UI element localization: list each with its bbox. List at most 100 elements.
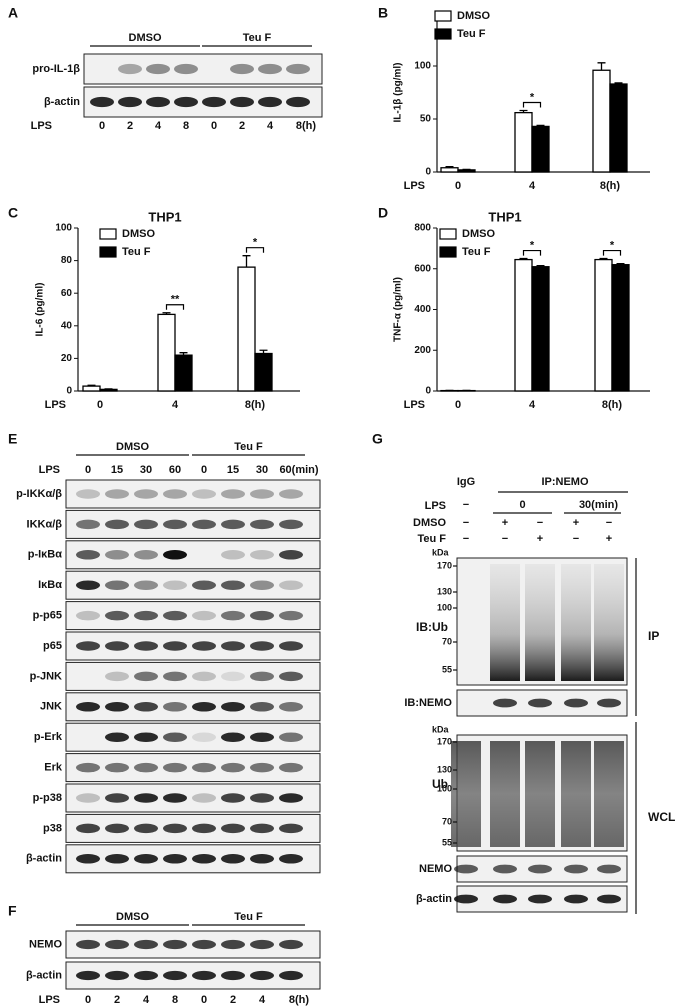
bar	[457, 169, 476, 173]
band	[134, 550, 158, 560]
band	[192, 732, 216, 742]
panel-letter: E	[8, 431, 17, 447]
sign: −	[573, 533, 579, 545]
band	[192, 671, 216, 682]
band	[279, 641, 303, 651]
band	[192, 641, 216, 651]
lps-value: 30(min)	[579, 499, 618, 511]
y-axis-label: IL-1β (pg/ml)	[393, 63, 404, 123]
band	[192, 610, 216, 621]
legend-label: Teu F	[122, 246, 151, 258]
band	[163, 610, 187, 621]
band	[286, 63, 310, 75]
band	[174, 63, 198, 75]
band	[564, 864, 588, 874]
band	[279, 762, 303, 773]
band	[250, 550, 274, 560]
error-bar	[614, 82, 623, 85]
sign: −	[537, 517, 543, 529]
band	[250, 489, 274, 499]
error-bar	[599, 257, 608, 260]
band	[528, 894, 552, 904]
band	[221, 550, 245, 560]
bar	[531, 266, 550, 392]
band	[279, 970, 303, 981]
y-tick-label: 200	[414, 345, 431, 356]
error-bar	[259, 349, 268, 354]
bar	[82, 385, 101, 392]
blot	[65, 661, 321, 691]
panel-letter: G	[372, 431, 383, 447]
legend-label: Teu F	[457, 28, 486, 40]
band	[163, 702, 187, 712]
y-tick-label: 0	[425, 167, 431, 178]
significance-label: *	[530, 239, 535, 251]
legend-swatch	[434, 10, 452, 22]
row-label: β-actin	[26, 969, 62, 981]
group-label: DMSO	[129, 32, 162, 44]
band	[493, 698, 517, 708]
y-tick-label: 800	[414, 223, 431, 234]
band	[105, 970, 129, 981]
error-bar	[536, 124, 545, 127]
x-tick-label: 4	[529, 399, 536, 411]
sign: +	[502, 517, 508, 529]
band	[105, 732, 129, 742]
error-bar	[162, 312, 171, 315]
row-label: IκBα	[38, 579, 62, 591]
smear	[594, 564, 624, 681]
band	[134, 939, 158, 950]
x-tick-label: 0	[455, 399, 461, 411]
bar	[514, 258, 533, 392]
significance-label: *	[253, 237, 258, 249]
band	[134, 671, 158, 682]
y-tick-label: 400	[414, 304, 431, 315]
band	[192, 489, 216, 499]
band	[105, 854, 129, 864]
band	[134, 641, 158, 651]
band	[76, 702, 100, 712]
lane-label: 0	[85, 464, 91, 476]
band	[230, 63, 254, 75]
marker-label: 170	[437, 736, 452, 746]
band	[192, 939, 216, 950]
row-label: p-p65	[33, 610, 62, 622]
band	[146, 63, 170, 75]
lane-label: 0	[99, 120, 105, 132]
lane-label: 8	[183, 120, 189, 132]
y-tick-label: 0	[66, 386, 72, 397]
band	[221, 580, 245, 590]
row-label: p-p38	[33, 792, 62, 804]
band	[279, 854, 303, 864]
band	[279, 702, 303, 712]
band	[163, 489, 187, 499]
lps-label: LPS	[39, 464, 60, 476]
panel-letter: B	[378, 5, 388, 21]
x-tick-label: 0	[455, 180, 461, 192]
kda-label: kDa	[432, 547, 450, 557]
panel-letter: F	[8, 903, 17, 919]
band	[250, 641, 274, 651]
smear	[561, 564, 591, 681]
band	[134, 489, 158, 499]
bar	[174, 354, 193, 392]
bar	[254, 352, 273, 392]
y-tick-label: 0	[425, 386, 431, 397]
band	[192, 854, 216, 864]
significance-bracket	[165, 304, 185, 310]
band	[250, 610, 274, 621]
band	[250, 671, 274, 682]
band	[192, 793, 216, 803]
band	[105, 762, 129, 773]
band	[279, 823, 303, 834]
band	[454, 894, 478, 904]
band	[528, 698, 552, 708]
error-bar	[87, 384, 96, 387]
band	[134, 580, 158, 590]
band	[163, 550, 187, 560]
panel-letter: D	[378, 205, 388, 221]
band	[105, 580, 129, 590]
band	[192, 823, 216, 834]
marker-label: 55	[442, 664, 452, 674]
significance-label: *	[530, 91, 535, 103]
